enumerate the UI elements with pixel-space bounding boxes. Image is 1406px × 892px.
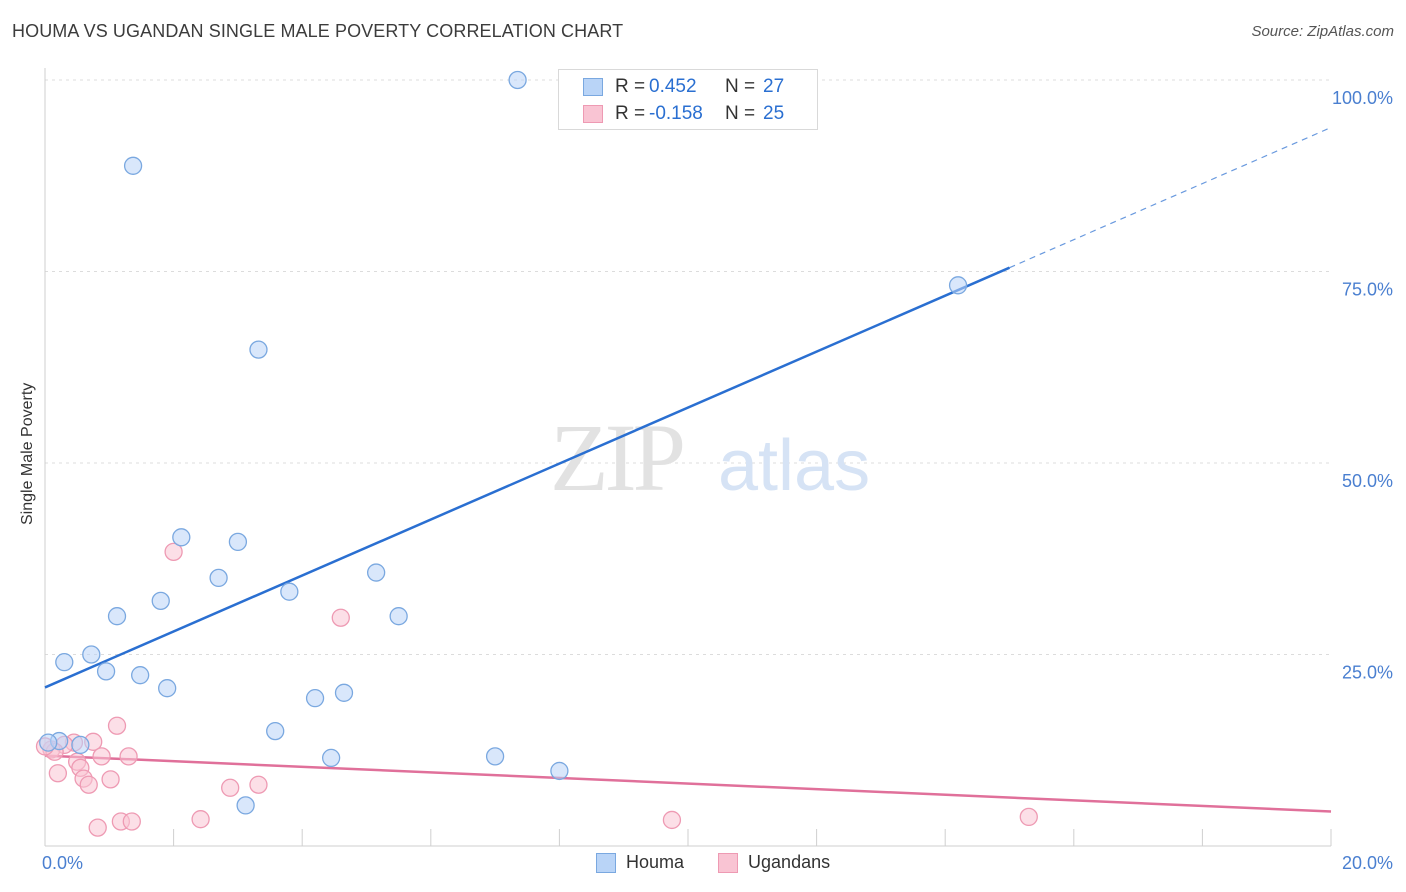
ugandans-point bbox=[221, 778, 240, 797]
ugandans-point bbox=[107, 716, 127, 735]
watermark: ZIP atlas bbox=[550, 404, 870, 511]
axis-layer bbox=[44, 68, 1332, 847]
houma-point bbox=[123, 156, 143, 175]
houma-point bbox=[334, 683, 354, 702]
legend-row-ugandans: R = -0.158 N = 25 bbox=[583, 102, 784, 126]
houma-point bbox=[172, 528, 191, 547]
point-layer bbox=[35, 70, 1038, 837]
houma-point bbox=[508, 70, 527, 90]
ugandans-point bbox=[79, 775, 98, 794]
trend-layer bbox=[44, 126, 1332, 813]
houma-point bbox=[321, 748, 341, 768]
series-legend-ugandans[interactable]: Ugandans bbox=[718, 852, 830, 873]
houma-point bbox=[209, 568, 228, 588]
houma-point bbox=[280, 582, 299, 601]
series-legend-swatch-houma bbox=[596, 852, 616, 873]
grid-layer bbox=[45, 79, 1331, 655]
houma-point bbox=[366, 563, 386, 582]
x-tick-label: 20.0% bbox=[1342, 853, 1393, 873]
legend-r-label: R = bbox=[615, 76, 646, 97]
legend-r-value: 0.452 bbox=[649, 76, 697, 97]
legend-swatch-houma bbox=[583, 78, 603, 96]
houma-point bbox=[55, 653, 74, 672]
ugandans-point bbox=[48, 764, 68, 783]
legend-r-label: R = bbox=[615, 103, 646, 124]
ugandans-point bbox=[92, 747, 111, 766]
correlation-legend: R = 0.452 N = 27 R = -0.158 N = 25 bbox=[558, 69, 818, 130]
source-label: Source: ZipAtlas.com bbox=[1251, 23, 1394, 40]
houma-point bbox=[236, 796, 255, 815]
series-legend-label: Ugandans bbox=[748, 852, 831, 872]
ugandans-point bbox=[119, 747, 138, 766]
legend-n-value: 25 bbox=[763, 103, 785, 124]
houma-point bbox=[485, 747, 505, 766]
houma-point bbox=[228, 532, 248, 552]
houma-point bbox=[71, 735, 90, 755]
ugandans-trend-line bbox=[44, 754, 1332, 813]
houma-point bbox=[82, 645, 101, 664]
ugandans-point bbox=[1019, 807, 1038, 827]
houma-point bbox=[107, 607, 127, 626]
houma-point bbox=[151, 591, 170, 611]
houma-trend-line bbox=[44, 266, 1010, 689]
y-tick-label: 100.0% bbox=[1332, 88, 1393, 108]
houma-point bbox=[266, 721, 285, 741]
houma-point bbox=[948, 276, 968, 295]
series-legend-houma[interactable]: Houma bbox=[596, 852, 684, 873]
ugandans-point bbox=[662, 810, 682, 830]
x-tick-label: 0.0% bbox=[42, 853, 83, 873]
legend-row-houma: R = 0.452 N = 27 bbox=[583, 75, 784, 99]
legend-n-label: N = bbox=[725, 103, 756, 124]
series-legend: Houma Ugandans bbox=[596, 852, 864, 873]
watermark-zip: ZIP bbox=[550, 404, 683, 511]
ugandans-point bbox=[191, 810, 210, 829]
houma-point bbox=[131, 666, 150, 685]
houma-point bbox=[158, 679, 177, 698]
legend-r-value: -0.158 bbox=[649, 103, 703, 124]
y-tick-label: 75.0% bbox=[1342, 280, 1393, 300]
houma-point bbox=[550, 761, 569, 781]
houma-point bbox=[305, 689, 325, 708]
ugandans-point bbox=[122, 812, 141, 831]
ugandans-point bbox=[331, 608, 350, 627]
ugandans-point bbox=[101, 770, 120, 789]
y-tick-label: 50.0% bbox=[1342, 471, 1393, 491]
y-tick-label: 25.0% bbox=[1342, 663, 1393, 683]
chart-title: HOUMA VS UGANDAN SINGLE MALE POVERTY COR… bbox=[12, 21, 624, 41]
watermark-atlas: atlas bbox=[718, 426, 870, 506]
houma-point bbox=[389, 607, 408, 626]
legend-swatch-ugandans bbox=[583, 105, 603, 123]
houma-point bbox=[249, 340, 268, 359]
ugandans-point bbox=[249, 775, 268, 794]
legend-n-value: 27 bbox=[763, 76, 785, 97]
ugandans-point bbox=[88, 818, 107, 837]
ugandans-point bbox=[164, 542, 183, 562]
tick-label-layer: 25.0% 50.0% 75.0% 100.0% 0.0% 20.0% bbox=[42, 88, 1393, 873]
series-legend-swatch-ugandans bbox=[718, 852, 739, 873]
y-axis-label: Single Male Poverty bbox=[19, 382, 36, 525]
houma-point bbox=[39, 733, 58, 752]
houma-point bbox=[96, 662, 116, 681]
houma-trend-extension bbox=[1009, 126, 1332, 269]
legend-n-label: N = bbox=[725, 76, 756, 97]
series-legend-label: Houma bbox=[626, 852, 685, 872]
